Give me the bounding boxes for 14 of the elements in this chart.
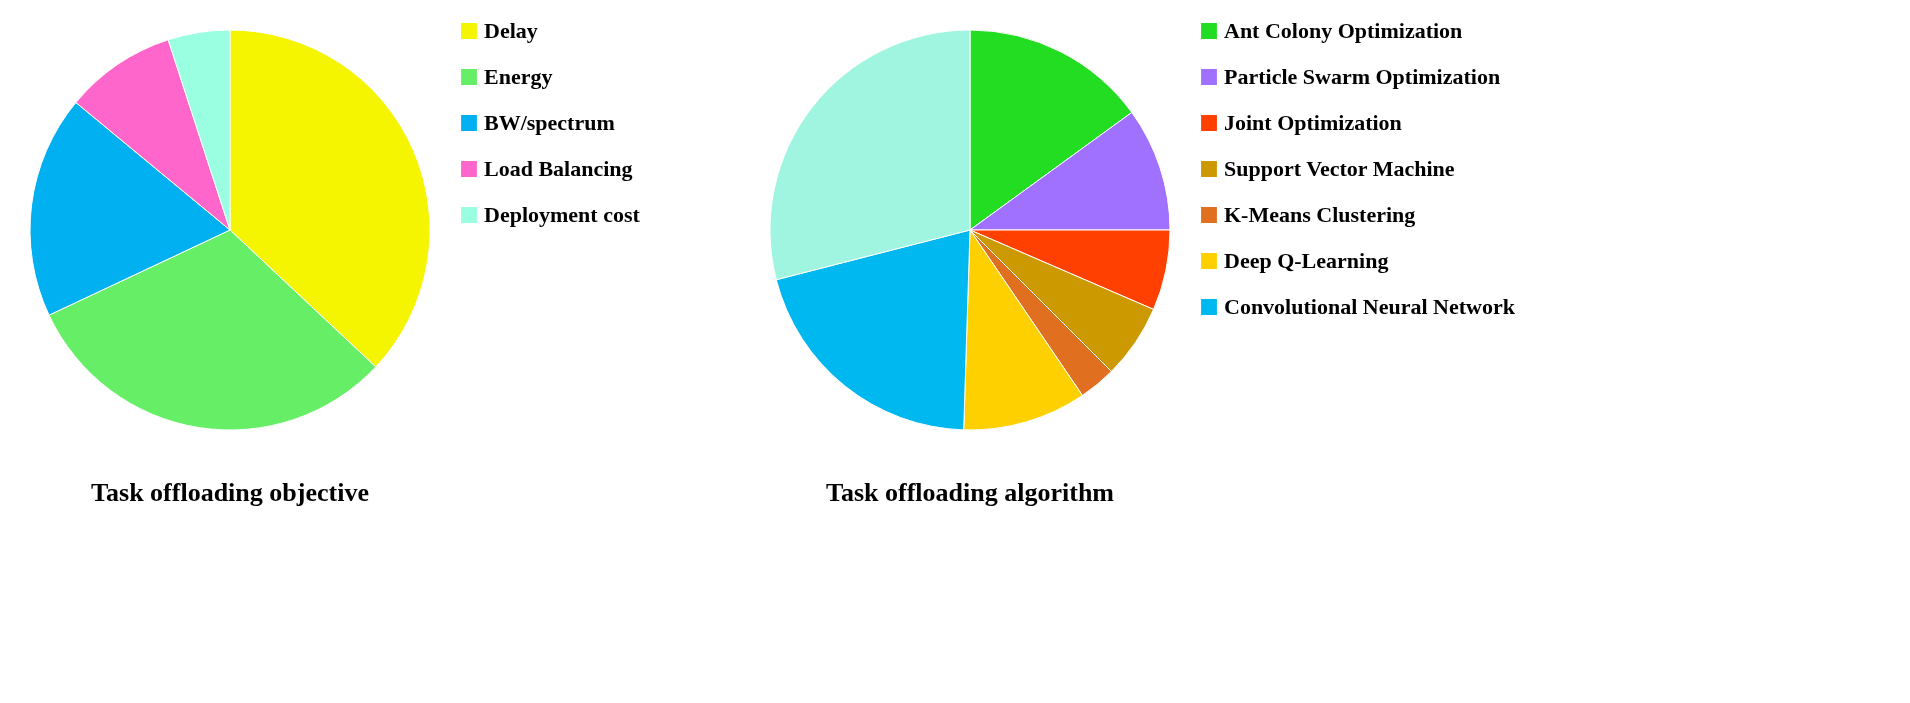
legend-label: Energy: [484, 64, 553, 89]
legend-label: Joint Optimization: [1224, 110, 1402, 135]
legend-label: BW/spectrum: [484, 110, 615, 135]
legend-label: Deep Q-Learning: [1224, 248, 1389, 273]
legend-label: Deployment cost: [484, 202, 641, 227]
legend-label: Load Balancing: [484, 156, 633, 181]
legend-label: Delay: [484, 18, 538, 43]
legend-label: Ant Colony Optimization: [1224, 18, 1463, 43]
legend-label: Convolutional Neural Network: [1224, 294, 1516, 319]
legend-label: K-Means Clustering: [1224, 202, 1416, 227]
legend-label: Particle Swarm Optimization: [1224, 64, 1501, 89]
legend-label: Support Vector Machine: [1224, 156, 1455, 181]
text: Task offloading objective: [91, 478, 369, 507]
text: Task offloading algorithm: [826, 478, 1115, 507]
